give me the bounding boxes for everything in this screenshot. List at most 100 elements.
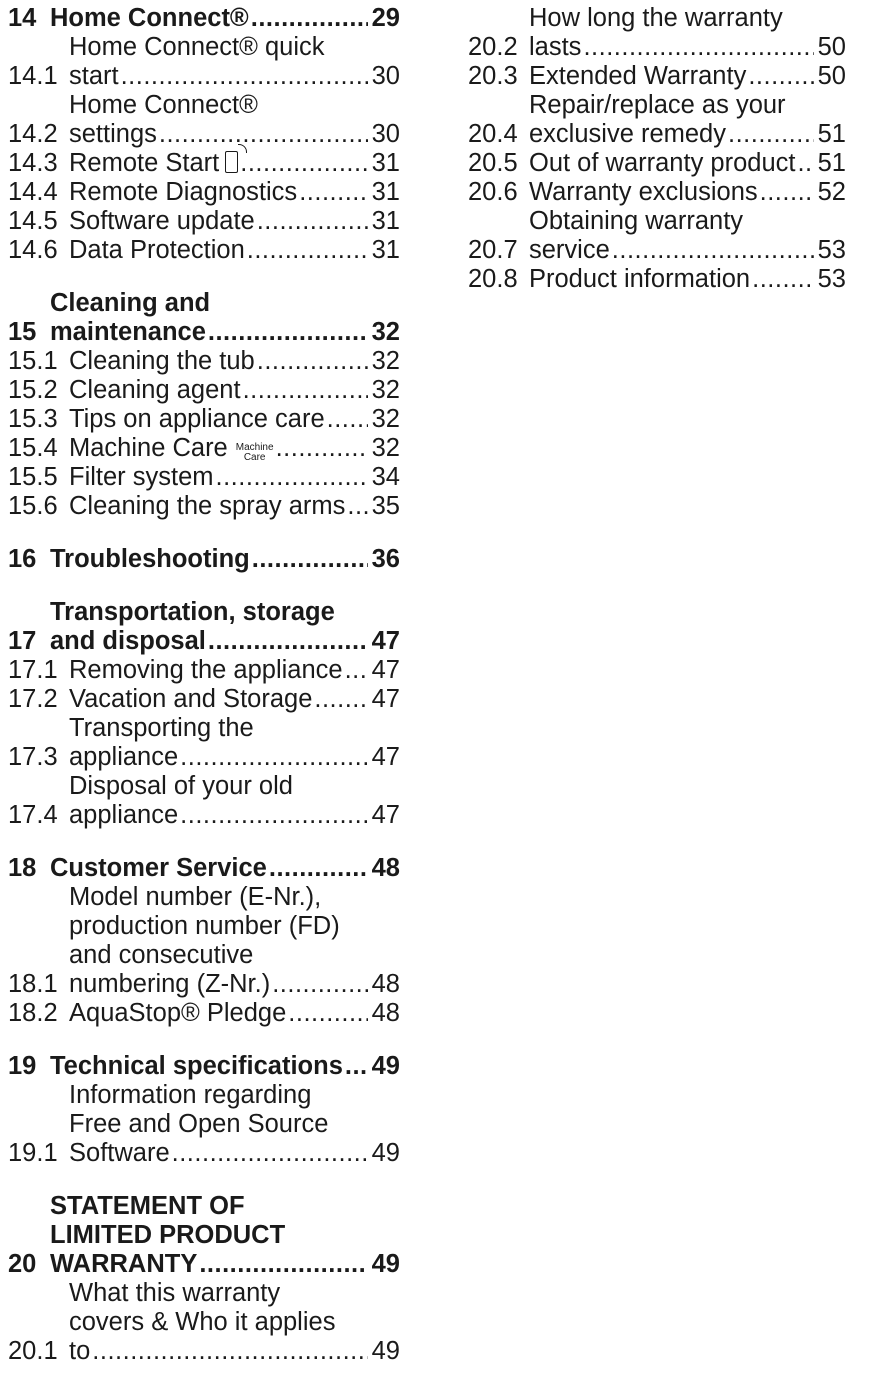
- dot-leader: [797, 149, 813, 178]
- toc-entry[interactable]: 18.1 Model number (E-Nr.), production nu…: [8, 883, 400, 999]
- entry-number: 14.6: [8, 236, 58, 264]
- entry-title-cont: service: [529, 236, 610, 264]
- dot-leader: [752, 265, 814, 294]
- entry-title-cont: Free and Open Source: [69, 1110, 329, 1138]
- toc-entry[interactable]: 20.5 Out of warranty product 51: [468, 149, 846, 178]
- remote-start-icon: [225, 144, 248, 173]
- toc-heading[interactable]: 14 Home Connect® 29: [8, 4, 400, 33]
- dot-leader: [208, 627, 368, 656]
- toc-entry[interactable]: 18.2 AquaStop® Pledge 48: [8, 999, 400, 1028]
- page-number: 47: [371, 685, 400, 713]
- toc-entry[interactable]: 17.3 Transporting the appliance 47: [8, 714, 400, 772]
- toc-entry[interactable]: 20.6 Warranty exclusions 52: [468, 178, 846, 207]
- entry-title-cont: exclusive remedy: [529, 120, 726, 148]
- entry-title: Tips on appliance care: [69, 405, 325, 433]
- page-number: 49: [371, 1139, 400, 1167]
- entry-number: 15.5: [8, 463, 58, 491]
- toc-entry[interactable]: 17.4 Disposal of your old appliance 47: [8, 772, 400, 830]
- page-number: 49: [371, 1250, 400, 1278]
- toc-entry[interactable]: 20.4 Repair/replace as your exclusive re…: [468, 91, 846, 149]
- toc-heading[interactable]: 20 STATEMENT OF LIMITED PRODUCT WARRANTY…: [8, 1192, 400, 1279]
- entry-number: 20.6: [468, 178, 518, 206]
- toc-entry[interactable]: 15.2 Cleaning agent 32: [8, 376, 400, 405]
- toc-section-18: 18 Customer Service 48 18.1 Model number …: [8, 854, 400, 1028]
- page-number: 52: [817, 178, 846, 206]
- toc-entry[interactable]: 15.1 Cleaning the tub 32: [8, 347, 400, 376]
- entry-title: Cleaning the tub: [69, 347, 255, 375]
- entry-title-cont: to: [69, 1337, 91, 1365]
- toc-heading[interactable]: 15 Cleaning and maintenance 32: [8, 289, 400, 347]
- toc-entry[interactable]: 17.2 Vacation and Storage 47: [8, 685, 400, 714]
- page-number: 31: [371, 178, 400, 206]
- entry-number: 17.3: [8, 743, 58, 771]
- page-number: 32: [371, 318, 400, 346]
- entry-title: Remote Diagnostics: [69, 178, 298, 206]
- toc-entry[interactable]: 14.1 Home Connect® quick start 30: [8, 33, 400, 91]
- toc-heading[interactable]: 19 Technical specifications 49: [8, 1052, 400, 1081]
- page-number: 31: [371, 236, 400, 264]
- entry-title-cont: covers & Who it applies: [69, 1308, 336, 1336]
- page-number: 32: [371, 405, 400, 433]
- toc-heading[interactable]: 18 Customer Service 48: [8, 854, 400, 883]
- toc-entry[interactable]: 15.5 Filter system 34: [8, 463, 400, 492]
- section-title: STATEMENT OF: [50, 1192, 245, 1220]
- page-number: 30: [371, 120, 400, 148]
- section-number: 15: [8, 318, 37, 346]
- toc-entry[interactable]: 20.7 Obtaining warranty service 53: [468, 207, 846, 265]
- toc-entry[interactable]: 15.6 Cleaning the spray arms 35: [8, 492, 400, 521]
- toc-entry[interactable]: 17.1 Removing the appliance 47: [8, 656, 400, 685]
- toc-heading[interactable]: 16 Troubleshooting 36: [8, 545, 400, 574]
- page-number: 48: [371, 970, 400, 998]
- entry-number: 18.2: [8, 999, 58, 1027]
- entry-number: 17.4: [8, 801, 58, 829]
- page-number: 32: [371, 434, 400, 462]
- toc-entry[interactable]: 20.3 Extended Warranty 50: [468, 62, 846, 91]
- section-title: Cleaning and: [50, 289, 211, 317]
- page-number: 31: [371, 149, 400, 177]
- entry-number: 18.1: [8, 970, 58, 998]
- section-number: 19: [8, 1052, 37, 1080]
- page-number: 34: [371, 463, 400, 491]
- toc-section-16: 16 Troubleshooting 36: [8, 545, 400, 574]
- toc-entry[interactable]: 15.3 Tips on appliance care 32: [8, 405, 400, 434]
- entry-title: Filter system: [69, 463, 214, 491]
- page-number: 29: [371, 4, 400, 32]
- toc-section-15: 15 Cleaning and maintenance 32 15.1 Clean…: [8, 289, 400, 521]
- section-number: 20: [8, 1250, 37, 1278]
- toc-section-14: 14 Home Connect® 29 14.1 Home Connect® q…: [8, 4, 400, 265]
- dot-leader: [269, 854, 368, 883]
- toc-entry[interactable]: 14.5 Software update 31: [8, 207, 400, 236]
- toc-entry[interactable]: 14.3 Remote Start 31: [8, 144, 400, 178]
- entry-title: Disposal of your old: [69, 772, 293, 800]
- section-number: 16: [8, 545, 37, 573]
- dot-leader: [748, 62, 813, 91]
- entry-title: Cleaning the spray arms: [69, 492, 346, 520]
- toc-section-20: 20 STATEMENT OF LIMITED PRODUCT WARRANTY…: [8, 1192, 400, 1366]
- page-number: 48: [371, 854, 400, 882]
- entry-title: Extended Warranty: [529, 62, 747, 90]
- dot-leader: [276, 434, 368, 463]
- entry-number: 20.7: [468, 236, 518, 264]
- toc-entry[interactable]: 14.4 Remote Diagnostics 31: [8, 178, 400, 207]
- section-title: Customer Service: [50, 854, 267, 882]
- section-number: 18: [8, 854, 37, 882]
- toc-entry[interactable]: 14.2 Home Connect® settings 30: [8, 91, 400, 149]
- toc-right-column: 20.2 How long the warranty lasts 50 20.3 …: [468, 4, 846, 294]
- entry-title: Data Protection: [69, 236, 245, 264]
- page-number: 47: [371, 743, 400, 771]
- toc-entry[interactable]: 20.2 How long the warranty lasts 50: [468, 4, 846, 62]
- toc-entry[interactable]: 14.6 Data Protection 31: [8, 236, 400, 265]
- toc-entry[interactable]: 20.1 What this warranty covers & Who it …: [8, 1279, 400, 1366]
- entry-title-cont: and consecutive: [69, 941, 254, 969]
- toc-entry[interactable]: 19.1 Information regarding Free and Open…: [8, 1081, 400, 1168]
- page-number: 49: [371, 1337, 400, 1365]
- dot-leader: [760, 178, 814, 207]
- page-number: 47: [371, 656, 400, 684]
- dot-leader: [199, 1250, 367, 1279]
- toc-heading[interactable]: 17 Transportation, storage and disposal 4…: [8, 598, 400, 656]
- entry-title: Software update: [69, 207, 255, 235]
- toc-entry[interactable]: 20.8 Product information 53: [468, 265, 846, 294]
- entry-title-cont: Software: [69, 1139, 170, 1167]
- entry-title: Machine Care: [69, 434, 228, 462]
